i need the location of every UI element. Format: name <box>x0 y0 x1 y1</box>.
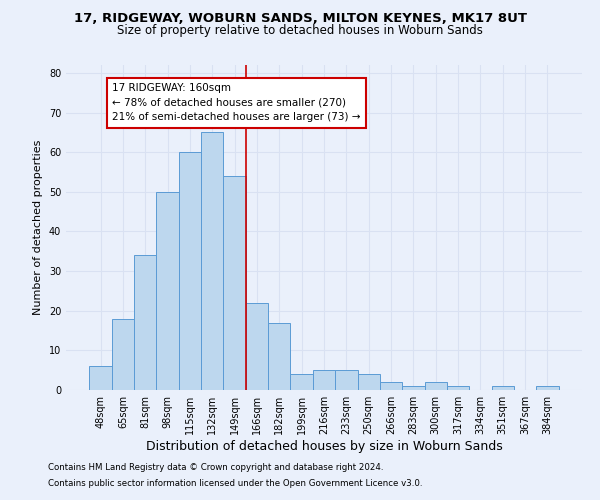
Text: Contains HM Land Registry data © Crown copyright and database right 2024.: Contains HM Land Registry data © Crown c… <box>48 464 383 472</box>
Text: Size of property relative to detached houses in Woburn Sands: Size of property relative to detached ho… <box>117 24 483 37</box>
Bar <box>179 152 201 390</box>
Bar <box>89 366 112 390</box>
Bar <box>268 322 290 390</box>
Bar <box>491 386 514 390</box>
Bar <box>157 192 179 390</box>
Text: Contains public sector information licensed under the Open Government Licence v3: Contains public sector information licen… <box>48 478 422 488</box>
Bar <box>223 176 246 390</box>
Bar <box>290 374 313 390</box>
Bar <box>425 382 447 390</box>
Bar <box>536 386 559 390</box>
Y-axis label: Number of detached properties: Number of detached properties <box>33 140 43 315</box>
Bar <box>447 386 469 390</box>
Bar <box>201 132 223 390</box>
Bar <box>112 318 134 390</box>
X-axis label: Distribution of detached houses by size in Woburn Sands: Distribution of detached houses by size … <box>146 440 502 453</box>
Bar <box>313 370 335 390</box>
Text: 17, RIDGEWAY, WOBURN SANDS, MILTON KEYNES, MK17 8UT: 17, RIDGEWAY, WOBURN SANDS, MILTON KEYNE… <box>74 12 527 26</box>
Bar <box>402 386 425 390</box>
Bar <box>380 382 402 390</box>
Bar <box>335 370 358 390</box>
Bar <box>246 303 268 390</box>
Bar <box>134 255 157 390</box>
Bar <box>358 374 380 390</box>
Text: 17 RIDGEWAY: 160sqm
← 78% of detached houses are smaller (270)
21% of semi-detac: 17 RIDGEWAY: 160sqm ← 78% of detached ho… <box>112 83 360 122</box>
